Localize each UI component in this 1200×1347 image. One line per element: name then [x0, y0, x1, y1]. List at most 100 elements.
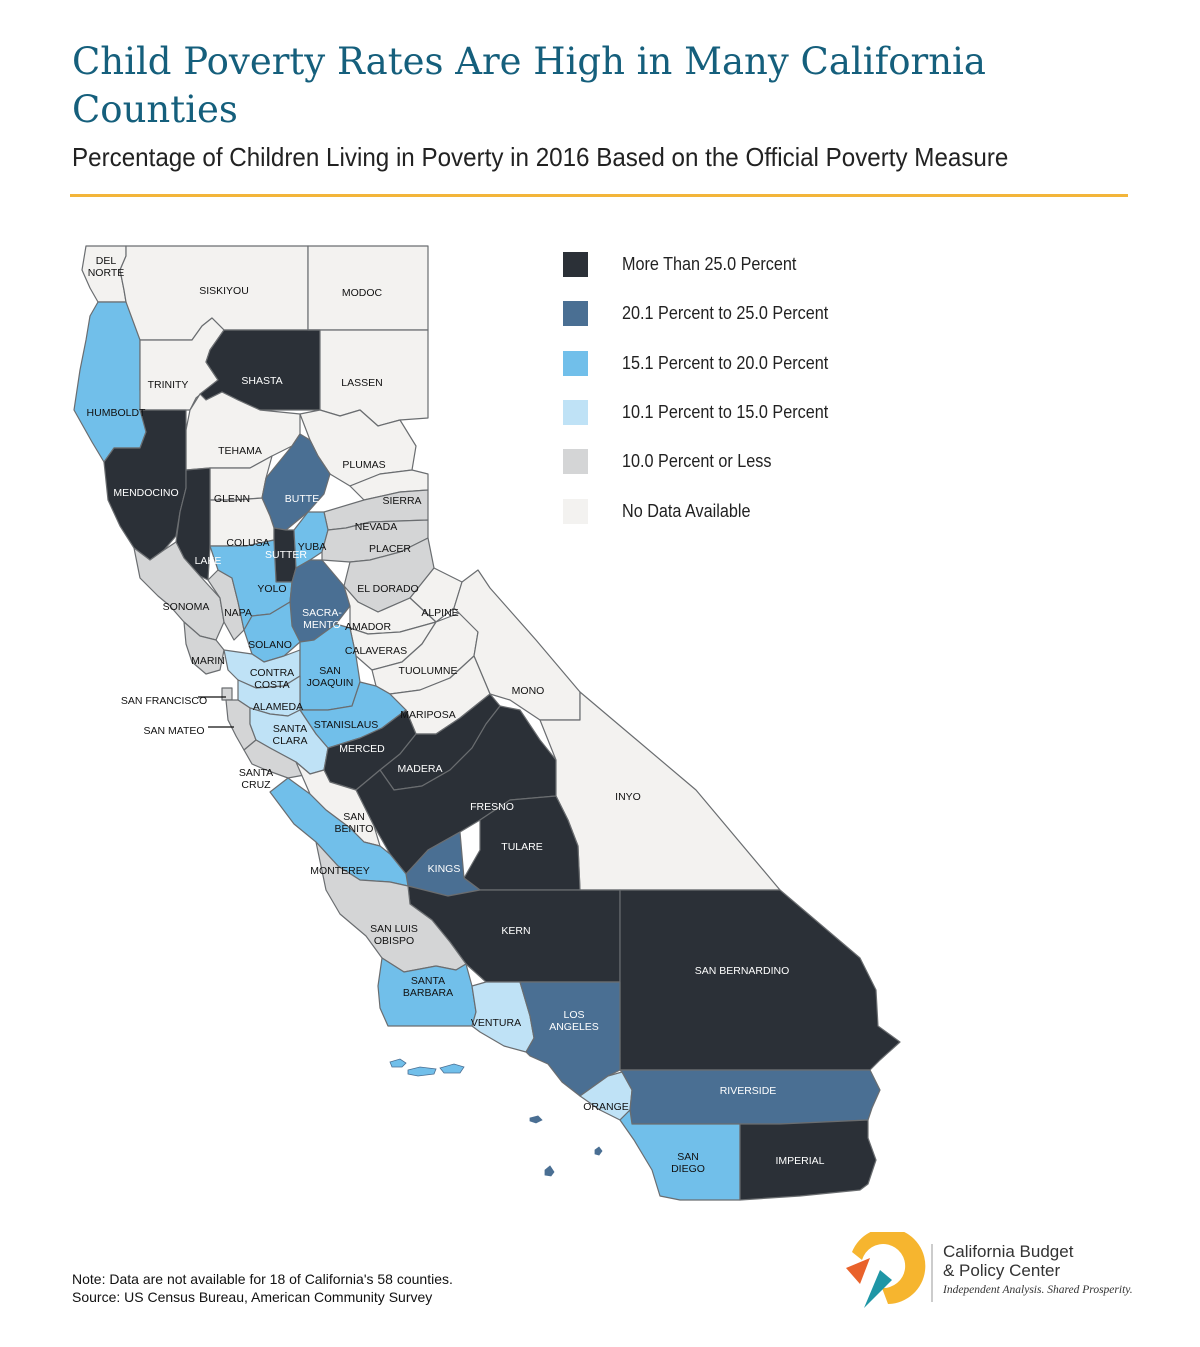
map-title: Child Poverty Rates Are High in Many Cal… [72, 40, 986, 131]
county-label-line: BENITO [335, 823, 374, 835]
county-label-monterey: MONTEREY [310, 865, 370, 877]
county-label-colusa: COLUSA [226, 537, 269, 549]
county-label-humboldt: HUMBOLDT [87, 407, 147, 419]
county-label-line: SHASTA [241, 375, 282, 387]
county-label-line: MARIN [191, 655, 225, 667]
logo-yellow-arc [852, 1232, 926, 1304]
county-label-line: SAN BERNARDINO [695, 965, 790, 977]
county-label-line: SANTA [411, 975, 445, 987]
county-label-line: KINGS [428, 863, 461, 875]
county-label-line: MENDOCINO [113, 487, 178, 499]
county-label-plumas: PLUMAS [342, 459, 385, 471]
county-label-line: INYO [615, 791, 641, 803]
county-label-line: MADERA [398, 763, 443, 775]
county-label-line: GLENN [214, 493, 250, 505]
legend-label: More Than 25.0 Percent [622, 254, 797, 275]
county-label-line: PLACER [369, 543, 411, 555]
county-label-line: YOLO [257, 583, 286, 595]
county-label-line: AMADOR [345, 621, 392, 633]
county-label-orange: ORANGE [583, 1101, 629, 1113]
legend-swatch [563, 400, 588, 426]
county-label-fresno: FRESNO [470, 801, 514, 813]
logo-name: California Budget & Policy Center [943, 1242, 1073, 1280]
legend-item-15-20: 15.1 Percent to 20.0 Percent [563, 339, 963, 388]
county-label-santa-barbara: SANTA BARBARA [403, 975, 453, 999]
county-label-butte: BUTTE [285, 493, 319, 505]
county-label-line: COSTA [254, 679, 289, 691]
county-label-line: EL DORADO [357, 583, 418, 595]
california-county-map: DEL NORTE SISKIYOU MODOC HUMBOLDT TRINITY SHAS… [73, 245, 901, 1201]
county-san-diego [619, 1109, 741, 1201]
island [544, 1165, 555, 1177]
legend-label: 10.0 Percent or Less [622, 451, 772, 472]
county-label-inyo: INYO [615, 791, 641, 803]
county-label-contra-costa: CONTRA COSTA [250, 667, 294, 691]
county-label-line: BARBARA [403, 987, 453, 999]
footnote-source: Source: US Census Bureau, American Commu… [72, 1289, 433, 1305]
county-label-lake: LAKE [195, 555, 222, 567]
county-label-line: RIVERSIDE [720, 1085, 777, 1097]
county-label-line: MENTO [303, 619, 341, 631]
county-label-trinity: TRINITY [148, 379, 189, 391]
county-label-yuba: YUBA [298, 541, 327, 553]
footnote: Note: Data are not available for 18 of C… [72, 1270, 453, 1306]
county-label-line: ORANGE [583, 1101, 629, 1113]
county-label-mendocino: MENDOCINO [113, 487, 178, 499]
map-subtitle: Percentage of Children Living in Poverty… [72, 142, 1009, 172]
cbpc-logo [846, 1232, 933, 1308]
county-label-line: JOAQUIN [307, 677, 354, 689]
county-label-alpine: ALPINE [421, 607, 458, 619]
county-label-line: LAKE [195, 555, 222, 567]
legend-label: 10.1 Percent to 15.0 Percent [622, 402, 829, 423]
county-label-san-diego: SAN DIEGO [671, 1151, 705, 1175]
county-label-line: SIERRA [382, 495, 421, 507]
logo-name-line2: & Policy Center [943, 1261, 1061, 1280]
county-label-los-angeles: LOS ANGELES [549, 1009, 599, 1033]
county-label-line: VENTURA [471, 1017, 521, 1029]
county-label-line: SANTA [239, 767, 273, 779]
county-label-line: TRINITY [148, 379, 189, 391]
county-label-line: TULARE [501, 841, 542, 853]
county-label-san-mateo: SAN MATEO [143, 725, 204, 737]
county-label-line: SOLANO [248, 639, 292, 651]
island [594, 1146, 603, 1156]
island [389, 1058, 407, 1068]
county-label-line: OBISPO [374, 935, 414, 947]
legend-item-10-15: 10.1 Percent to 15.0 Percent [563, 388, 963, 437]
county-label-el-dorado: EL DORADO [357, 583, 418, 595]
county-label-line: KERN [501, 925, 530, 937]
county-label-line: NAPA [224, 607, 252, 619]
island [529, 1115, 543, 1124]
county-label-stanislaus: STANISLAUS [314, 719, 379, 731]
map-legend: More Than 25.0 Percent 20.1 Percent to 2… [563, 240, 963, 536]
county-label-santa-clara: SANTA CLARA [272, 723, 307, 747]
county-label-madera: MADERA [398, 763, 443, 775]
county-label-line: CONTRA [250, 667, 294, 679]
county-label-modoc: MODOC [342, 287, 383, 299]
county-label-sonoma: SONOMA [163, 601, 210, 613]
logo-orange-wedge [846, 1258, 870, 1284]
logo-teal-arrow [864, 1270, 892, 1308]
county-label-line: ALPINE [421, 607, 458, 619]
county-label-sutter: SUTTER [265, 549, 307, 561]
county-label-line: LASSEN [341, 377, 382, 389]
county-label-line: ALAMEDA [253, 701, 303, 713]
county-label-line: ANGELES [549, 1021, 599, 1033]
county-label-mono: MONO [512, 685, 545, 697]
county-label-line: CRUZ [241, 779, 271, 791]
county-label-line: BUTTE [285, 493, 319, 505]
county-label-san-francisco: SAN FRANCISCO [121, 695, 207, 707]
county-label-alameda: ALAMEDA [253, 701, 303, 713]
county-label-mariposa: MARIPOSA [400, 709, 455, 721]
county-label-line: NORTE [88, 267, 125, 279]
county-label-placer: PLACER [369, 543, 411, 555]
legend-item-over-25: More Than 25.0 Percent [563, 240, 963, 289]
county-label-kings: KINGS [428, 863, 461, 875]
county-label-line: MONO [512, 685, 545, 697]
legend-label: 20.1 Percent to 25.0 Percent [622, 303, 829, 324]
county-label-line: SISKIYOU [199, 285, 249, 297]
county-san-francisco [221, 687, 233, 701]
county-label-riverside: RIVERSIDE [720, 1085, 777, 1097]
county-label-merced: MERCED [339, 743, 385, 755]
county-label-calaveras: CALAVERAS [345, 645, 407, 657]
